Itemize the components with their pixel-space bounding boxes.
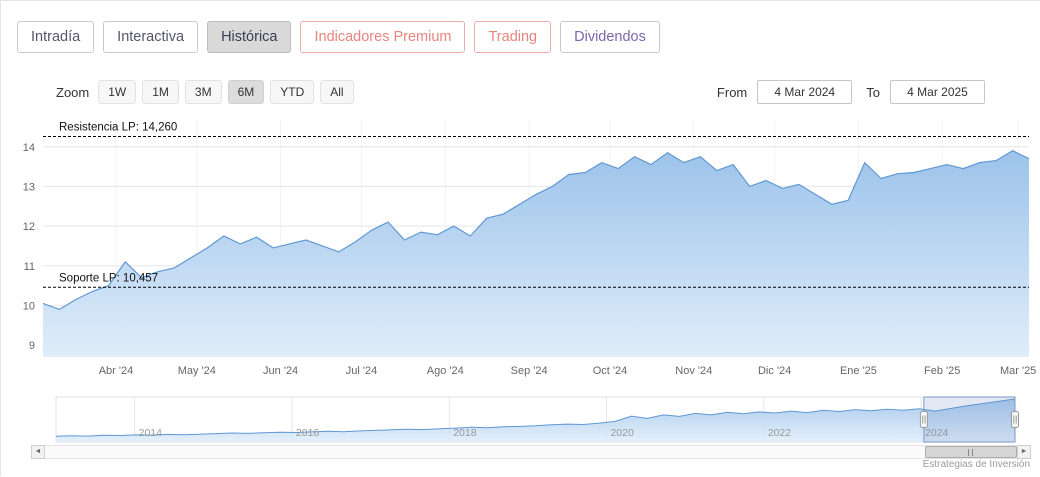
navigator-year-label: 2014	[139, 427, 163, 439]
tab-indicadores-premium[interactable]: Indicadores Premium	[300, 21, 466, 53]
zoom-button-3m[interactable]: 3M	[184, 80, 222, 104]
scrollbar-track[interactable]	[45, 445, 1017, 459]
x-axis-label: Oct '24	[593, 365, 628, 377]
to-date-input[interactable]	[890, 80, 985, 104]
navigator-scrollbar[interactable]: ◄ ►	[31, 445, 1031, 459]
tab-intradia[interactable]: Intradía	[17, 21, 95, 53]
x-axis-label: Feb '25	[924, 365, 960, 377]
y-axis-label: 14	[23, 142, 35, 154]
scrollbar-right-arrow-icon[interactable]: ►	[1017, 445, 1031, 459]
x-axis-label: Mar '25	[1000, 365, 1036, 377]
x-axis-label: Jun '24	[263, 365, 298, 377]
zoom-button-1m[interactable]: 1M	[142, 80, 179, 104]
x-axis-label: Ene '25	[840, 365, 877, 377]
from-date-input[interactable]	[757, 80, 853, 104]
navigator[interactable]: 2014 2016 2018 2020 2022 2024	[55, 396, 1019, 443]
x-axis-label: May '24	[178, 365, 216, 377]
navigator-year-label: 2024	[925, 427, 949, 439]
y-axis-label: 10	[23, 300, 35, 312]
range-selector-toolbar: Zoom 1W 1M 3M 6M YTD All From To	[56, 80, 985, 104]
y-axis-label: 13	[23, 181, 35, 193]
zoom-button-6m[interactable]: 6M	[227, 80, 265, 104]
navigator-year-label: 2018	[453, 427, 477, 439]
from-label: From	[716, 84, 748, 100]
chart-credit: Estrategias de Inversión	[922, 459, 1030, 470]
tab-dividendos[interactable]: Dividendos	[560, 21, 660, 53]
x-axis-label: Abr '24	[99, 365, 134, 377]
navigator-year-label: 2022	[768, 427, 792, 439]
navigator-year-label: 2016	[296, 427, 320, 439]
y-axis-label: 12	[23, 221, 35, 233]
plotline-label-1: Soporte LP: 10,457	[59, 272, 158, 284]
plotline-label-0: Resistencia LP: 14,260	[59, 121, 177, 133]
tab-trading[interactable]: Trading	[474, 21, 552, 53]
scrollbar-grip-icon	[968, 448, 974, 456]
zoom-button-all[interactable]: All	[320, 80, 354, 104]
x-axis-label: Nov '24	[675, 365, 712, 377]
navigator-left-handle[interactable]	[919, 411, 928, 428]
x-axis-label: Ago '24	[427, 365, 464, 377]
zoom-button-1w[interactable]: 1W	[98, 80, 137, 104]
price-line	[42, 150, 1030, 311]
scrollbar-thumb[interactable]	[924, 446, 1017, 458]
y-axis-label: 9	[29, 340, 35, 352]
x-axis-label: Sep '24	[511, 365, 548, 377]
scrollbar-left-arrow-icon[interactable]: ◄	[31, 445, 45, 459]
zoom-label: Zoom	[56, 84, 90, 100]
tab-interactiva[interactable]: Interactiva	[103, 21, 199, 53]
navigator-area	[56, 398, 1015, 442]
price-area	[43, 150, 1029, 357]
tab-historica[interactable]: Histórica	[207, 21, 292, 53]
navigator-year-label: 2020	[610, 427, 634, 439]
navigator-selected-range[interactable]	[923, 396, 1016, 443]
x-axis-label: Jul '24	[346, 365, 377, 377]
x-axis-label: Dic '24	[758, 365, 791, 377]
y-axis-label: 11	[24, 261, 35, 273]
main-price-chart: Abr '24 May '24 Jun '24 Jul '24 Ago '24 Sep '…	[23, 119, 1036, 377]
view-tabs: Intradía Interactiva Histórica Indicador…	[17, 21, 660, 53]
navigator-line	[55, 398, 1016, 437]
to-label: To	[866, 84, 880, 100]
navigator-right-handle[interactable]	[1011, 411, 1019, 428]
zoom-button-ytd[interactable]: YTD	[270, 80, 315, 104]
